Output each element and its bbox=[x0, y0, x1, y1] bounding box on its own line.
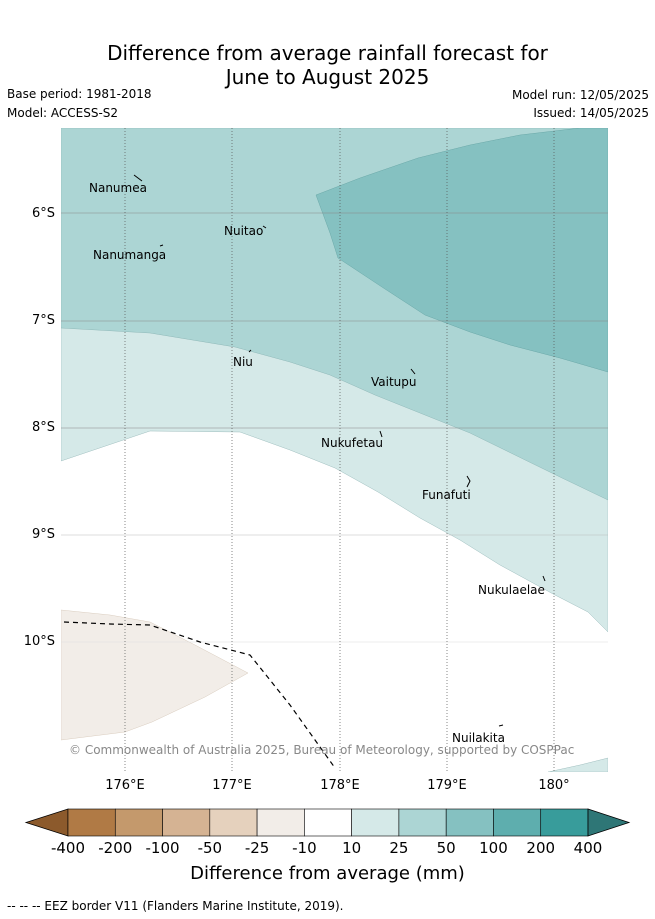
lat-label: 6°S bbox=[31, 206, 55, 221]
place-label: Nukulaelae bbox=[478, 583, 545, 597]
model-run: Model run: 12/05/2025 bbox=[511, 88, 649, 102]
colorbar-tick-label: -200 bbox=[98, 839, 133, 857]
colorbar-tick-label: 25 bbox=[389, 839, 409, 857]
lat-label: 8°S bbox=[31, 420, 55, 435]
island-niu bbox=[248, 349, 252, 353]
colorbar-segment bbox=[445, 808, 494, 837]
model-name: Model: ACCESS-S2 bbox=[7, 106, 119, 120]
colorbar-segment bbox=[256, 808, 305, 837]
place-labels: Nanumea Nuitao Nanumanga Niu Vaitupu Nuk… bbox=[89, 181, 545, 745]
island-vaitupu bbox=[410, 368, 416, 375]
map-fill bbox=[61, 128, 608, 772]
island-nukufetau bbox=[379, 430, 383, 438]
issued-date: Issued: 14/05/2025 bbox=[533, 106, 649, 120]
colorbar-segment bbox=[67, 808, 116, 837]
island-nanumea bbox=[133, 174, 143, 182]
island-funafuti bbox=[466, 475, 471, 488]
colorbar-tick-label: 100 bbox=[479, 839, 508, 857]
colorbar-title: Difference from average (mm) bbox=[190, 863, 465, 884]
colorbar-extend-low bbox=[24, 808, 69, 837]
colorbar-segment bbox=[162, 808, 211, 837]
colorbar-tick-label: -100 bbox=[145, 839, 180, 857]
lat-label: 7°S bbox=[31, 313, 55, 328]
colorbar-segment bbox=[114, 808, 163, 837]
island-nukulaelae bbox=[542, 575, 546, 582]
colorbar bbox=[24, 808, 631, 837]
lon-label: 177°E bbox=[212, 778, 252, 793]
place-label: Funafuti bbox=[422, 488, 471, 502]
colorbar-segment bbox=[304, 808, 352, 837]
colorbar-tick-label: 200 bbox=[526, 839, 556, 857]
contour-neg-10-neg-25 bbox=[61, 609, 249, 741]
colorbar-extend-high bbox=[587, 808, 631, 837]
lon-label: 179°E bbox=[427, 778, 467, 793]
colorbar-tick-label: 10 bbox=[342, 839, 362, 857]
place-label: Niu bbox=[233, 355, 253, 369]
lat-label: 10°S bbox=[23, 634, 55, 649]
colorbar-tick-label: -10 bbox=[292, 839, 317, 857]
colorbar-tick-label: -50 bbox=[197, 839, 223, 857]
colorbar-segment bbox=[540, 808, 589, 837]
colorbar-tick-label: -25 bbox=[244, 839, 270, 857]
colorbar-tick-label: 50 bbox=[436, 839, 456, 857]
gridlines bbox=[61, 128, 608, 772]
contour-50-100 bbox=[315, 128, 608, 373]
place-label: Nanumea bbox=[89, 181, 147, 195]
lon-label: 180° bbox=[538, 778, 570, 793]
base-period: Base period: 1981-2018 bbox=[7, 87, 152, 101]
colorbar-segment bbox=[209, 808, 258, 837]
place-label: Nuitao bbox=[224, 224, 263, 238]
chart-title-line2: June to August 2025 bbox=[225, 65, 430, 89]
place-label: Nuilakita bbox=[452, 731, 505, 745]
lon-label: 176°E bbox=[105, 778, 145, 793]
place-label: Vaitupu bbox=[371, 375, 417, 389]
eez-footnote: -- -- -- EEZ border V11 (Flanders Marine… bbox=[7, 899, 344, 913]
island-nuitao bbox=[262, 225, 267, 229]
lon-label: 178°E bbox=[320, 778, 360, 793]
lat-label: 9°S bbox=[31, 527, 55, 542]
island-nuilakita bbox=[498, 724, 504, 727]
copyright-text: © Commonwealth of Australia 2025, Bureau… bbox=[69, 743, 574, 757]
island-nanumanga bbox=[159, 244, 164, 247]
chart-title-line1: Difference from average rainfall forecas… bbox=[107, 41, 548, 65]
place-label: Nanumanga bbox=[93, 248, 166, 262]
colorbar-segment bbox=[398, 808, 447, 837]
eez-border bbox=[63, 621, 336, 769]
place-label: Nukufetau bbox=[321, 436, 383, 450]
colorbar-tick-label: 400 bbox=[573, 839, 603, 857]
colorbar-segment bbox=[351, 808, 400, 837]
colorbar-tick-label: -400 bbox=[50, 839, 86, 857]
contour-bottom-right bbox=[547, 757, 608, 772]
island-shapes bbox=[133, 174, 546, 727]
colorbar-segment bbox=[493, 808, 542, 837]
